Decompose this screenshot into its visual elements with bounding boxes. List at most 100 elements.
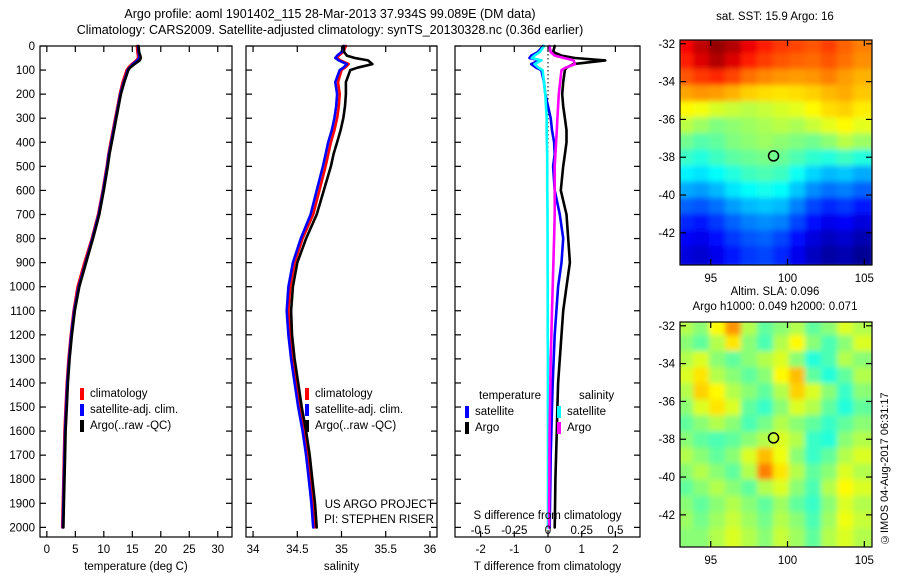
svg-text:PI: STEPHEN RISER: PI: STEPHEN RISER xyxy=(324,514,434,526)
salinity-legend: climatology satellite-adj. clim. Argo(..… xyxy=(305,386,403,434)
svg-text:95: 95 xyxy=(704,555,717,567)
legend-item-satellite-adj: satellite-adj. clim. xyxy=(80,402,178,418)
legend-item-satellite-adj: satellite-adj. clim. xyxy=(305,402,403,418)
svg-text:-42: -42 xyxy=(658,510,675,522)
figure-title-line2: Climatology: CARS2009. Satellite-adjuste… xyxy=(76,23,584,37)
svg-text:15: 15 xyxy=(126,544,139,556)
svg-text:-42: -42 xyxy=(658,228,675,240)
svg-text:1500: 1500 xyxy=(9,402,35,414)
svg-text:700: 700 xyxy=(16,209,35,221)
legend-item-argo-t: Argo xyxy=(465,420,541,436)
legend-label: climatology xyxy=(315,388,373,400)
svg-text:95: 95 xyxy=(704,273,717,285)
legend-item-climatology: climatology xyxy=(80,386,178,402)
svg-text:T difference from climatology: T difference from climatology xyxy=(474,561,621,573)
svg-text:500: 500 xyxy=(16,161,35,173)
svg-text:0.25: 0.25 xyxy=(571,525,593,537)
svg-text:0: 0 xyxy=(545,544,551,556)
svg-text:1200: 1200 xyxy=(9,330,35,342)
legend-item-argo: Argo(..raw -QC) xyxy=(305,418,403,434)
legend-heading-salinity: salinity xyxy=(579,390,615,402)
satellite-adj-line-swatch xyxy=(305,404,309,416)
svg-text:400: 400 xyxy=(16,137,35,149)
svg-text:900: 900 xyxy=(16,258,35,270)
argo-s-line-swatch xyxy=(557,422,561,434)
legend-label: satellite-adj. clim. xyxy=(315,404,404,416)
svg-text:US ARGO PROJECT: US ARGO PROJECT xyxy=(325,499,434,511)
svg-text:1400: 1400 xyxy=(9,378,35,390)
svg-text:105: 105 xyxy=(855,555,874,567)
svg-text:-32: -32 xyxy=(658,321,675,333)
svg-text:100: 100 xyxy=(778,555,797,567)
svg-text:20: 20 xyxy=(154,544,167,556)
svg-text:S difference from climatology: S difference from climatology xyxy=(473,510,621,522)
svg-text:0: 0 xyxy=(29,41,35,53)
svg-text:-38: -38 xyxy=(658,434,675,446)
svg-text:1600: 1600 xyxy=(9,426,35,438)
legend-label: satellite-adj. clim. xyxy=(90,404,179,416)
sst-map-title: sat. SST: 15.9 Argo: 16 xyxy=(716,11,834,23)
svg-text:34: 34 xyxy=(247,544,260,556)
sla-map-panel: 95 100 105 -32 -34 -36 -38 -40 -42 xyxy=(658,321,874,567)
svg-text:-0.5: -0.5 xyxy=(471,525,491,537)
difference-legend-salinity-column: salinity satellite Argo xyxy=(557,388,614,436)
difference-legend-temperature-column: temperature satellite Argo xyxy=(465,388,541,436)
svg-text:34.5: 34.5 xyxy=(286,544,308,556)
svg-text:105: 105 xyxy=(855,273,874,285)
svg-text:-32: -32 xyxy=(658,39,675,51)
svg-text:800: 800 xyxy=(16,234,35,246)
figure-title: Argo profile: aoml 1901402_115 28-Mar-20… xyxy=(0,6,660,38)
svg-text:-36: -36 xyxy=(658,396,675,408)
svg-text:5: 5 xyxy=(72,544,78,556)
sla-map-title-line1: Altim. SLA: 0.096 xyxy=(730,286,820,298)
svg-text:1000: 1000 xyxy=(9,282,35,294)
sst-map-panel: 95 100 105 -32 -34 -36 -38 -40 -42 xyxy=(658,39,874,285)
svg-text:30: 30 xyxy=(211,544,224,556)
svg-text:35.5: 35.5 xyxy=(375,544,397,556)
svg-text:salinity: salinity xyxy=(324,561,359,573)
difference-panel: -2 -1 0 1 2 T difference from climatology S di… xyxy=(454,44,641,573)
imos-watermark: ©IMOS 04-Aug-2017 06:31:17 xyxy=(879,392,891,545)
climatology-line-swatch xyxy=(305,388,309,400)
satellite-s-line-swatch xyxy=(557,406,561,418)
svg-text:-36: -36 xyxy=(658,114,675,126)
svg-text:200: 200 xyxy=(16,89,35,101)
legend-label: climatology xyxy=(90,388,148,400)
svg-text:1700: 1700 xyxy=(9,450,35,462)
svg-text:-2: -2 xyxy=(475,544,485,556)
svg-text:2000: 2000 xyxy=(9,522,35,534)
svg-text:-34: -34 xyxy=(658,359,675,371)
legend-label: Argo xyxy=(567,422,592,434)
legend-label: satellite xyxy=(475,406,514,418)
svg-text:2: 2 xyxy=(612,544,618,556)
svg-text:600: 600 xyxy=(16,185,35,197)
sla-map-title-line2: Argo h1000: 0.049 h2000: 0.071 xyxy=(692,301,858,313)
svg-text:35: 35 xyxy=(335,544,348,556)
legend-item-argo: Argo(..raw -QC) xyxy=(80,418,178,434)
legend-label: Argo(..raw -QC) xyxy=(90,420,172,432)
svg-text:100: 100 xyxy=(16,65,35,77)
svg-text:-38: -38 xyxy=(658,152,675,164)
svg-text:1: 1 xyxy=(579,544,585,556)
argo-line-swatch xyxy=(80,420,84,432)
legend-heading-temperature: temperature xyxy=(479,390,542,402)
svg-text:-40: -40 xyxy=(658,472,675,484)
svg-text:-40: -40 xyxy=(658,190,675,202)
argo-t-line-swatch xyxy=(465,422,469,434)
svg-text:1900: 1900 xyxy=(9,498,35,510)
legend-item-satellite-t: satellite xyxy=(465,404,541,420)
svg-text:36: 36 xyxy=(424,544,437,556)
legend-item-climatology: climatology xyxy=(305,386,403,402)
legend-label: Argo(..raw -QC) xyxy=(315,420,397,432)
legend-item-satellite-s: satellite xyxy=(557,404,614,420)
figure-title-line1: Argo profile: aoml 1901402_115 28-Mar-20… xyxy=(124,7,536,21)
svg-text:100: 100 xyxy=(778,273,797,285)
svg-text:-1: -1 xyxy=(509,544,519,556)
svg-text:temperature (deg C): temperature (deg C) xyxy=(84,561,188,573)
svg-text:25: 25 xyxy=(183,544,196,556)
svg-text:1800: 1800 xyxy=(9,474,35,486)
svg-text:0: 0 xyxy=(44,544,50,556)
svg-text:-34: -34 xyxy=(658,77,675,89)
climatology-line-swatch xyxy=(80,388,84,400)
